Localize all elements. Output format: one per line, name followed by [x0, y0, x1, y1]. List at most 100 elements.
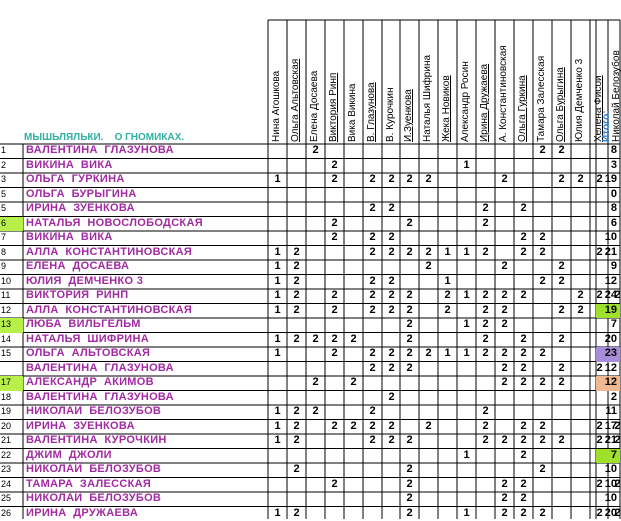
score-cell	[457, 492, 476, 507]
score-cell	[287, 144, 306, 159]
score-cell: 2	[514, 492, 533, 507]
score-cell: 2	[400, 304, 419, 319]
score-cell	[419, 202, 438, 217]
total-cell: 19	[596, 304, 620, 319]
score-cell: 2	[514, 449, 533, 464]
score-cell: 2	[533, 434, 552, 449]
score-cell	[268, 492, 287, 507]
column-header: Александр Росин	[460, 22, 471, 142]
score-cell	[457, 275, 476, 290]
row-number	[0, 362, 23, 377]
score-cell	[344, 173, 363, 188]
score-cell: 1	[457, 159, 476, 174]
score-cell	[438, 202, 457, 217]
score-cell: 2	[495, 173, 514, 188]
score-cell	[382, 333, 401, 348]
score-cell: 2	[514, 289, 533, 304]
score-cell	[457, 304, 476, 319]
score-cell	[514, 217, 533, 232]
score-cell: 2	[400, 318, 419, 333]
score-cell	[306, 434, 325, 449]
score-cell: 2	[306, 333, 325, 348]
score-cell: 2	[363, 420, 382, 435]
score-cell	[268, 376, 287, 391]
score-cell: 2	[571, 304, 590, 319]
score-cell	[514, 318, 533, 333]
score-cell: 2	[382, 304, 401, 319]
score-cell: 1	[268, 246, 287, 261]
score-cell	[419, 449, 438, 464]
score-cell	[306, 275, 325, 290]
score-cell: 2	[476, 289, 495, 304]
score-cell: 2	[514, 420, 533, 435]
score-cell	[571, 376, 590, 391]
score-cell: 2	[306, 144, 325, 159]
score-cell: 2	[400, 347, 419, 362]
score-cell	[344, 318, 363, 333]
score-cell	[306, 478, 325, 493]
score-cell	[438, 144, 457, 159]
score-cell: 2	[438, 304, 457, 319]
score-cell: 2	[552, 362, 571, 377]
score-cell	[476, 478, 495, 493]
participant-name: АЛЕКСАНДР АКИМОВ	[23, 376, 268, 391]
score-cell	[438, 420, 457, 435]
score-cell	[495, 449, 514, 464]
score-cell	[533, 304, 552, 319]
total-header: Итого:	[601, 110, 612, 142]
score-cell: 2	[476, 246, 495, 261]
row-number: 11	[0, 289, 23, 304]
row-number: 8	[0, 246, 23, 261]
column-header: Ольга Альтовская	[290, 22, 301, 142]
total-cell: 10	[596, 231, 620, 246]
score-cell	[476, 275, 495, 290]
score-cell	[306, 188, 325, 203]
score-cell: 2	[419, 246, 438, 261]
score-cell: 2	[495, 347, 514, 362]
score-cell	[457, 463, 476, 478]
score-cell	[476, 376, 495, 391]
score-cell	[344, 144, 363, 159]
score-cell: 2	[514, 246, 533, 261]
score-cell	[571, 391, 590, 406]
total-cell: 11	[596, 405, 620, 420]
total-cell: 12	[596, 362, 620, 377]
score-cell	[419, 289, 438, 304]
score-cell	[571, 405, 590, 420]
participant-name: ВИКИНА ВИКА	[23, 231, 268, 246]
score-cell: 2	[363, 405, 382, 420]
score-cell	[419, 478, 438, 493]
score-cell: 2	[476, 333, 495, 348]
score-cell	[268, 217, 287, 232]
score-cell: 2	[363, 246, 382, 261]
total-cell: 19	[596, 173, 620, 188]
score-cell	[438, 260, 457, 275]
score-cell: 2	[382, 362, 401, 377]
score-cell	[363, 463, 382, 478]
score-cell	[268, 362, 287, 377]
score-cell	[419, 434, 438, 449]
score-cell: 2	[325, 173, 344, 188]
score-cell: 2	[476, 318, 495, 333]
score-cell	[533, 159, 552, 174]
score-cell	[400, 159, 419, 174]
score-cell	[571, 144, 590, 159]
score-cell	[514, 391, 533, 406]
score-cell: 1	[438, 246, 457, 261]
score-cell	[571, 202, 590, 217]
score-cell	[287, 478, 306, 493]
score-cell	[325, 492, 344, 507]
row-number: 25	[0, 492, 23, 507]
score-cell: 2	[514, 478, 533, 493]
score-cell: 1	[457, 449, 476, 464]
score-cell	[457, 173, 476, 188]
score-cell	[457, 478, 476, 493]
column-header: Елена Досаева	[309, 22, 320, 142]
row-number: 14	[0, 333, 23, 348]
score-cell	[571, 463, 590, 478]
score-cell	[552, 159, 571, 174]
score-cell: 2	[382, 202, 401, 217]
score-cell: 2	[325, 347, 344, 362]
score-cell	[268, 391, 287, 406]
score-cell	[363, 478, 382, 493]
